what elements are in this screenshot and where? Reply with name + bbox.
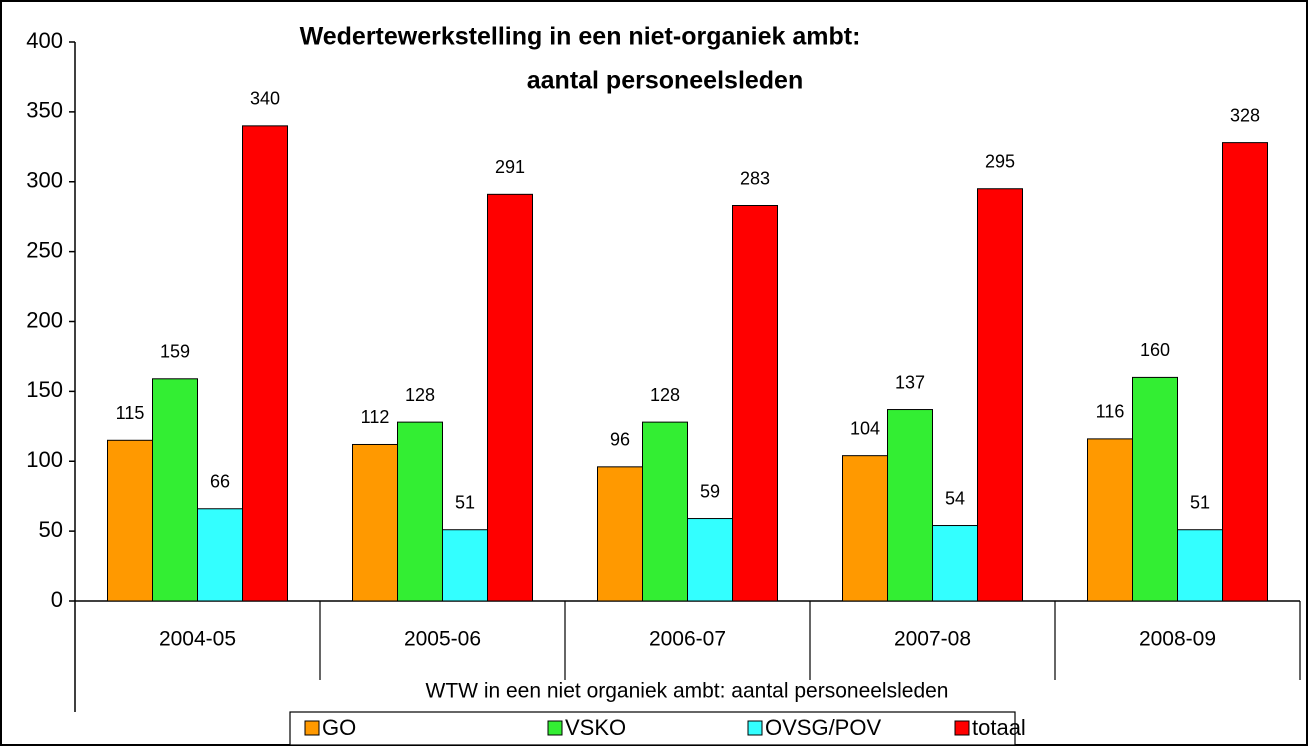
legend-box: [289, 711, 1016, 746]
y-tick-label: 350: [26, 98, 63, 123]
value-label: 104: [850, 418, 880, 438]
value-label: 128: [405, 385, 435, 405]
bar: [442, 529, 488, 602]
bar: [487, 193, 533, 602]
y-tick-label: 50: [39, 517, 63, 542]
legend-label: VSKO: [565, 715, 626, 740]
x-tick-label: 2006-07: [649, 628, 726, 651]
bar: [1222, 142, 1268, 602]
value-label: 112: [361, 407, 390, 427]
bar: [1177, 529, 1223, 602]
bar: [197, 508, 243, 602]
y-tick-label: 0: [51, 587, 63, 612]
legend-label: OVSG/POV: [765, 715, 881, 740]
bar: [642, 421, 688, 602]
legend-label: GO: [322, 715, 356, 740]
legend-swatch: [304, 720, 320, 736]
x-tick-label: 2004-05: [159, 628, 236, 651]
value-label: 283: [740, 168, 770, 188]
y-tick-label: 200: [26, 307, 63, 332]
bar: [887, 409, 933, 602]
value-label: 54: [945, 488, 965, 508]
value-label: 115: [116, 403, 145, 423]
value-label: 51: [1190, 492, 1210, 512]
value-label: 160: [1140, 340, 1170, 360]
bar: [242, 125, 288, 602]
bar: [597, 466, 643, 602]
x-tick-label: 2008-09: [1139, 628, 1216, 651]
bar: [107, 439, 153, 602]
bar: [1087, 438, 1133, 602]
value-label: 51: [455, 492, 475, 512]
value-label: 128: [650, 385, 680, 405]
value-label: 116: [1096, 402, 1125, 422]
value-label: 340: [250, 89, 280, 109]
y-tick-label: 300: [26, 168, 63, 193]
x-tick-label: 2005-06: [404, 628, 481, 651]
y-tick-label: 150: [26, 377, 63, 402]
bar: [842, 455, 888, 602]
y-tick-label: 250: [26, 237, 63, 262]
value-label: 137: [895, 372, 925, 392]
x-tick-label: 2007-08: [894, 628, 971, 651]
y-tick-label: 400: [26, 28, 63, 53]
chart-title: Wedertewerkstelling in een niet-organiek…: [300, 23, 861, 51]
bar: [977, 188, 1023, 602]
legend-swatch: [954, 720, 970, 736]
bar: [1132, 376, 1178, 602]
value-label: 66: [210, 472, 230, 492]
legend-swatch: [547, 720, 563, 736]
x-axis-label: WTW in een niet organiek ambt: aantal pe…: [426, 680, 949, 703]
bar: [152, 378, 198, 602]
value-label: 59: [700, 481, 720, 501]
value-label: 291: [495, 157, 525, 177]
chart-title: aantal personeelsleden: [527, 67, 804, 95]
value-label: 295: [985, 151, 1015, 171]
bar: [932, 525, 978, 602]
value-label: 328: [1230, 105, 1260, 125]
value-label: 96: [610, 430, 630, 450]
bar: [732, 205, 778, 602]
bar: [352, 443, 398, 602]
legend-swatch: [747, 720, 763, 736]
bar: [397, 421, 443, 602]
legend-label: totaal: [972, 715, 1026, 740]
value-label: 159: [160, 342, 190, 362]
bar: [687, 518, 733, 602]
y-tick-label: 100: [26, 447, 63, 472]
